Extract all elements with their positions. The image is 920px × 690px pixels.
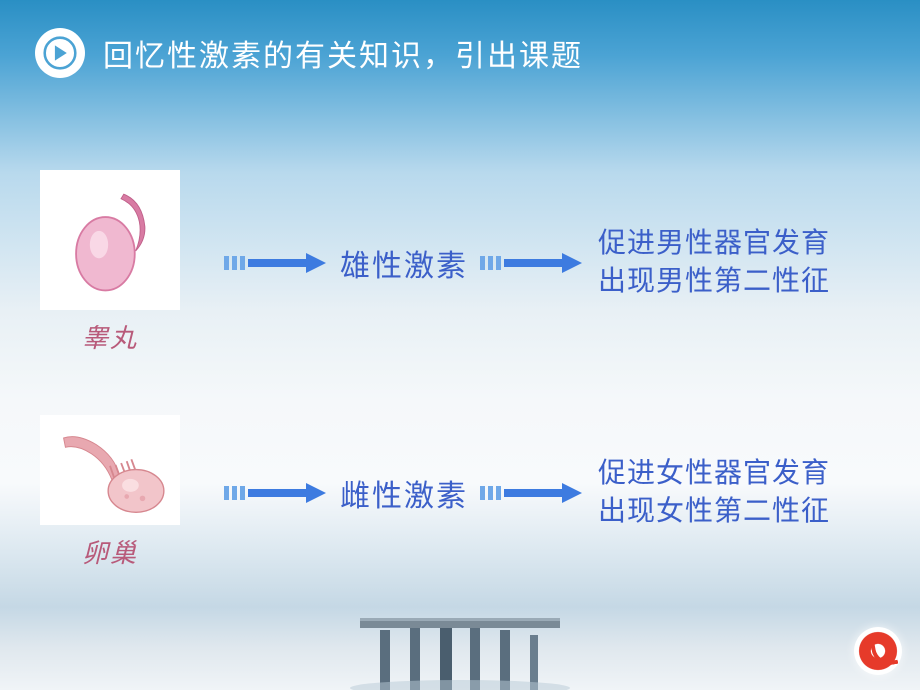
arrow-dashes xyxy=(480,481,584,505)
organ-label: 卵巢 xyxy=(82,533,138,570)
arrow-dashes xyxy=(224,481,328,505)
pier-decoration xyxy=(340,570,580,690)
effect-line: 促进女性器官发育 xyxy=(598,455,830,493)
page-title: 回忆性激素的有关知识，引出课题 xyxy=(103,31,583,75)
arrow-right-icon xyxy=(504,481,584,505)
organ-image-ovary xyxy=(40,415,180,525)
brand-logo-icon xyxy=(854,627,902,675)
organ-image-testis xyxy=(40,170,180,310)
arrow-dashes xyxy=(480,251,584,275)
diagram-content: 睾丸 雄性激素 促进男性器官发育 出现男性第二性征 xyxy=(0,170,920,630)
arrow-right-icon xyxy=(504,251,584,275)
hormone-label: 雌性激素 xyxy=(340,471,468,515)
arrow-right-icon xyxy=(248,481,328,505)
effect-line: 促进男性器官发育 xyxy=(598,225,830,263)
arrow-dashes xyxy=(224,251,328,275)
diagram-row: 睾丸 雄性激素 促进男性器官发育 出现男性第二性征 xyxy=(0,170,920,355)
slide: 回忆性激素的有关知识，引出课题 睾丸 xyxy=(0,0,920,690)
organ-box: 睾丸 xyxy=(0,170,220,355)
effect-text: 促进男性器官发育 出现男性第二性征 xyxy=(598,225,830,301)
organ-label: 睾丸 xyxy=(82,318,138,355)
arrow-right-circle-icon xyxy=(35,28,85,78)
diagram-row: 卵巢 雌性激素 促进女性器官发育 出现女性第二性征 xyxy=(0,415,920,570)
effect-text: 促进女性器官发育 出现女性第二性征 xyxy=(598,455,830,531)
arrow-right-icon xyxy=(248,251,328,275)
effect-line: 出现女性第二性征 xyxy=(598,493,830,531)
hormone-label: 雄性激素 xyxy=(340,241,468,285)
header: 回忆性激素的有关知识，引出课题 xyxy=(35,28,583,78)
organ-box: 卵巢 xyxy=(0,415,220,570)
effect-line: 出现男性第二性征 xyxy=(598,263,830,301)
